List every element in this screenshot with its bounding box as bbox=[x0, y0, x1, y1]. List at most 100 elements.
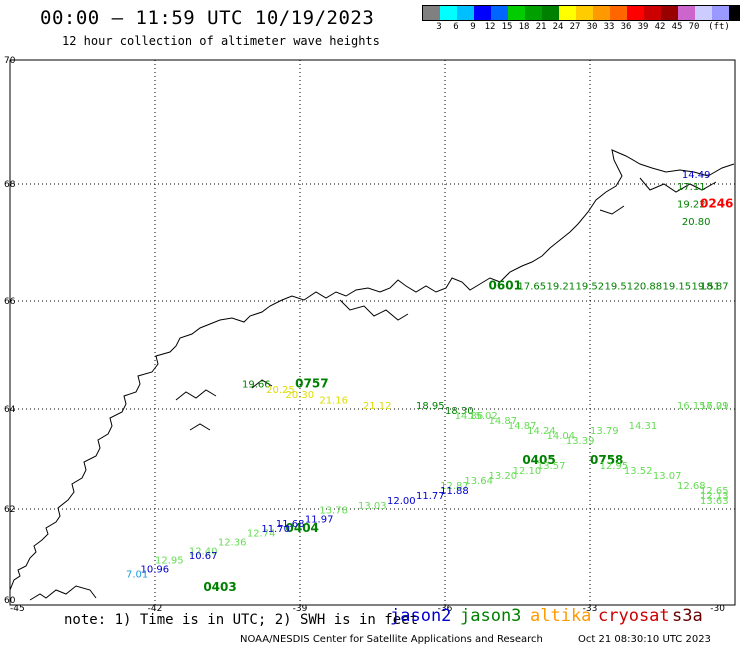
pass-time-label: 0405 bbox=[522, 453, 555, 467]
wave-height-label: 21.12 bbox=[363, 401, 392, 412]
color-swatch bbox=[474, 6, 491, 20]
wave-height-label: 21.16 bbox=[319, 396, 348, 407]
color-swatch bbox=[491, 6, 508, 20]
wave-height-label: 14.87 bbox=[508, 421, 537, 432]
color-scale-tick: 39 bbox=[637, 22, 649, 32]
wave-height-label: 11.70 bbox=[261, 524, 290, 535]
color-scale-tick: 15 bbox=[501, 22, 513, 32]
color-scale-tick: 27 bbox=[569, 22, 581, 32]
color-swatch bbox=[678, 6, 695, 20]
map-frame bbox=[9, 59, 736, 606]
wave-height-label: 20.30 bbox=[286, 390, 315, 401]
color-swatch bbox=[423, 6, 440, 20]
wave-height-label: 19.22 bbox=[677, 199, 706, 210]
color-scale-tick: 33 bbox=[603, 22, 615, 32]
wave-height-label: 12.40 bbox=[189, 547, 218, 558]
wave-height-label: 12.87 bbox=[440, 481, 469, 492]
credit-line: NOAA/NESDIS Center for Satellite Applica… bbox=[240, 634, 543, 645]
longitude-label: -39 bbox=[293, 604, 308, 614]
color-scale-tick: 45 bbox=[671, 22, 683, 32]
color-swatch bbox=[644, 6, 661, 20]
wave-height-label: 13.52 bbox=[624, 466, 653, 477]
legend-s3a: s3a bbox=[672, 606, 703, 626]
latitude-label: 64 bbox=[4, 405, 16, 415]
wave-height-label: 12.13 bbox=[700, 491, 729, 502]
footnote: note: 1) Time is in UTC; 2) SWH is in fe… bbox=[64, 612, 419, 628]
pass-time-label: 0758 bbox=[590, 453, 623, 467]
wave-height-label: 13.79 bbox=[590, 426, 619, 437]
wave-height-label: 12.00 bbox=[387, 496, 416, 507]
wave-height-label: 13.39 bbox=[566, 436, 595, 447]
color-swatch bbox=[695, 6, 712, 20]
latitude-label: 60 bbox=[4, 596, 16, 606]
color-scale-tick: 24 bbox=[552, 22, 564, 32]
wave-height-label: 17.11 bbox=[677, 182, 706, 193]
color-scale-tick: 12 bbox=[484, 22, 496, 32]
legend-altika: altika bbox=[530, 606, 592, 626]
color-scale-tick: 42 bbox=[654, 22, 666, 32]
longitude-label: -30 bbox=[710, 604, 725, 614]
wave-height-label: 10.96 bbox=[141, 565, 170, 576]
color-swatch bbox=[576, 6, 593, 20]
color-swatch bbox=[627, 6, 644, 20]
color-swatch bbox=[559, 6, 576, 20]
color-scale-tick: 70 bbox=[688, 22, 700, 32]
color-swatch bbox=[729, 6, 740, 20]
color-scale-tick: 36 bbox=[620, 22, 632, 32]
generated-timestamp: Oct 21 08:30:10 UTC 2023 bbox=[578, 634, 711, 645]
wave-height-label: 20.25 bbox=[266, 385, 295, 396]
wave-height-label: 12.10 bbox=[513, 466, 542, 477]
wave-height-label: 13.78 bbox=[319, 506, 348, 517]
wave-height-label: 7.01 bbox=[126, 569, 148, 580]
wave-height-label: 19.51 bbox=[692, 281, 721, 292]
wave-height-label: 17.65 bbox=[518, 281, 547, 292]
coastline-outline bbox=[9, 149, 735, 591]
wave-height-label: 14.24 bbox=[527, 426, 556, 437]
wave-height-label: 15.02 bbox=[469, 411, 498, 422]
color-swatch bbox=[712, 6, 729, 20]
wave-height-label: 14.87 bbox=[489, 416, 518, 427]
wave-height-label: 11.97 bbox=[305, 515, 334, 526]
wave-height-label: 12.74 bbox=[247, 528, 276, 539]
pass-time-label: 0404 bbox=[286, 521, 319, 535]
color-swatch bbox=[457, 6, 474, 20]
map-subtitle: 12 hour collection of altimeter wave hei… bbox=[62, 34, 380, 48]
color-swatch bbox=[525, 6, 542, 20]
wave-height-label: 13.63 bbox=[700, 496, 729, 507]
color-scale-unit: (ft) bbox=[708, 22, 730, 32]
wave-height-label: 19.52 bbox=[576, 281, 605, 292]
wave-height-label: 16.15 bbox=[677, 401, 706, 412]
wave-height-label: 18.87 bbox=[700, 281, 729, 292]
wave-height-label: 14.31 bbox=[629, 421, 658, 432]
wave-height-label: 11.77 bbox=[416, 491, 445, 502]
legend-cryosat: cryosat bbox=[598, 606, 670, 626]
wave-height-label: 12.36 bbox=[218, 537, 247, 548]
wave-height-label: 16.09 bbox=[700, 401, 729, 412]
wave-height-label: 12.65 bbox=[700, 486, 729, 497]
longitude-label: -42 bbox=[148, 604, 163, 614]
wave-height-label: 11.68 bbox=[276, 519, 305, 530]
wave-height-label: 13.57 bbox=[537, 461, 566, 472]
longitude-label: -45 bbox=[10, 604, 25, 614]
wave-height-label: 13.64 bbox=[464, 476, 493, 487]
wave-height-label: 12.95 bbox=[155, 556, 184, 567]
wave-height-label: 20.88 bbox=[634, 281, 663, 292]
legend-jason2: jason2 bbox=[390, 606, 452, 626]
wave-height-label: 19.21 bbox=[547, 281, 576, 292]
wave-height-label: 17.21 bbox=[700, 401, 729, 412]
latitude-label: 62 bbox=[4, 505, 15, 515]
latitude-label: 70 bbox=[4, 56, 16, 66]
pass-time-label: 0757 bbox=[295, 376, 328, 390]
color-swatch bbox=[593, 6, 610, 20]
wave-height-label: 13.07 bbox=[653, 471, 682, 482]
wave-height-label: 13.03 bbox=[358, 501, 387, 512]
wave-height-label: 18.30 bbox=[445, 406, 474, 417]
wave-height-label: 19.15 bbox=[663, 281, 692, 292]
wave-height-label: 19.66 bbox=[242, 379, 271, 390]
pass-time-label: 0601 bbox=[489, 278, 522, 292]
legend-jason3: jason3 bbox=[460, 606, 522, 626]
color-scale-tick: 9 bbox=[470, 22, 476, 32]
color-swatch bbox=[610, 6, 627, 20]
